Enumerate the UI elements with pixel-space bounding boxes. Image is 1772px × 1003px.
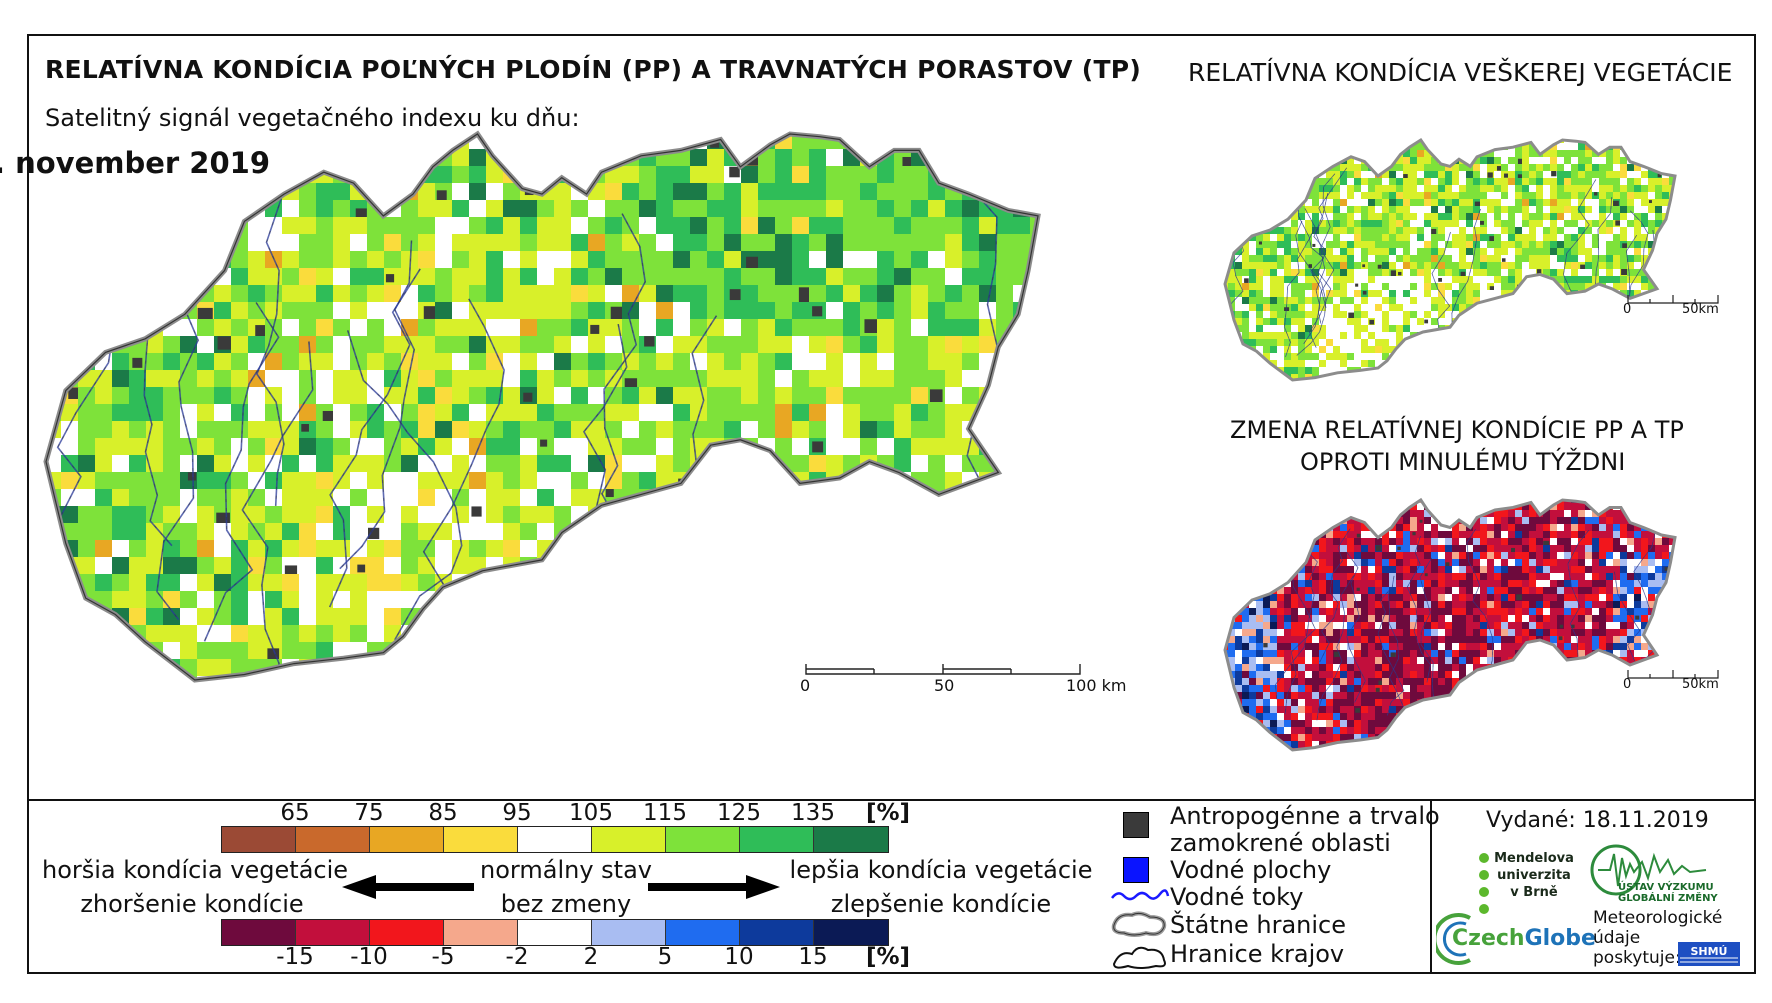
- condition-legend-value: 125: [717, 800, 761, 826]
- region-border-label: Hranice krajov: [1170, 940, 1345, 968]
- change-legend-value: 5: [657, 944, 673, 970]
- legend-separator: [27, 799, 1756, 801]
- anthropogenic-label-2: zamokrené oblasti: [1170, 829, 1391, 857]
- condition-swatch: [222, 827, 296, 852]
- date-label: . november 2019: [0, 146, 271, 180]
- change-swatch: [814, 920, 888, 945]
- bottom-scale-label-0: 0: [1623, 677, 1632, 692]
- anthropogenic-label-1: Antropogénne a trvalo: [1170, 802, 1440, 830]
- map-frame: [27, 34, 1756, 974]
- issued-date: Vydané: 18.11.2019: [1486, 808, 1709, 833]
- change-legend-value: -5: [431, 944, 455, 970]
- condition-legend-value: 135: [791, 800, 835, 826]
- change-swatch: [666, 920, 740, 945]
- shmu-logo-icon: SHMÚ: [1678, 942, 1740, 966]
- change-legend-value: -2: [505, 944, 529, 970]
- change-condition-map: [1223, 498, 1677, 752]
- bottom-scale-label-50: 50km: [1682, 677, 1719, 692]
- condition-unit: [%]: [866, 800, 911, 826]
- top-scale-bar: [1627, 295, 1719, 304]
- condition-legend-value: 95: [502, 800, 532, 826]
- vegetation-title: RELATÍVNA KONDÍCIA VEŠKEREJ VEGETÁCIE: [1188, 58, 1733, 87]
- condition-legend-value: 65: [280, 800, 310, 826]
- change-legend-value: -10: [350, 944, 388, 970]
- state-border-icon: [1111, 911, 1167, 937]
- change-swatch: [518, 920, 592, 945]
- change-legend-value: 15: [798, 944, 828, 970]
- change-legend-value: 10: [724, 944, 754, 970]
- condition-swatch: [666, 827, 740, 852]
- condition-swatch: [592, 827, 666, 852]
- improvement-label: zlepšenie kondície: [830, 890, 1052, 918]
- arrows-icon: [342, 875, 780, 899]
- main-condition-map: [40, 130, 1190, 780]
- region-border-icon: [1112, 946, 1166, 969]
- top-scale-label-0: 0: [1623, 302, 1632, 317]
- main-title: RELATÍVNA KONDÍCIA POĽNÝCH PLODÍN (PP) A…: [45, 55, 1142, 84]
- condition-swatch: [370, 827, 444, 852]
- change-swatch: [444, 920, 518, 945]
- condition-legend-value: 105: [569, 800, 613, 826]
- main-scale-bar: [805, 664, 1081, 675]
- meteo-provider-text: Meteorologické údaje poskytuje:: [1593, 908, 1723, 968]
- river-line-icon: [1111, 889, 1170, 901]
- water-body-label: Vodné plochy: [1170, 856, 1332, 884]
- main-scale-label-100: 100 km: [1066, 676, 1127, 695]
- change-legend-value: -15: [276, 944, 314, 970]
- change-color-scale: [221, 919, 889, 946]
- rivers-label: Vodné toky: [1170, 883, 1304, 911]
- condition-swatch: [518, 827, 592, 852]
- change-swatch: [222, 920, 296, 945]
- normal-state-label: normálny stav: [480, 856, 652, 884]
- bottom-scale-bar: [1627, 670, 1719, 679]
- change-swatch: [370, 920, 444, 945]
- main-scale-label-50: 50: [934, 676, 955, 695]
- no-change-label: bez zmeny: [500, 890, 632, 918]
- change-swatch: [740, 920, 814, 945]
- change-swatch: [592, 920, 666, 945]
- change-title-line1: ZMENA RELATÍVNEJ KONDÍCIE PP A TP: [1230, 416, 1684, 444]
- condition-swatch: [444, 827, 518, 852]
- change-title-line2: OPROTI MINULÉMU TÝŽDNI: [1300, 448, 1626, 476]
- water-body-swatch: [1123, 857, 1149, 883]
- worse-condition-label: horšia kondícia vegetácie: [42, 856, 349, 884]
- condition-legend-value: 115: [643, 800, 687, 826]
- condition-legend-value: 75: [354, 800, 384, 826]
- main-scale-label-0: 0: [800, 676, 811, 695]
- mendel-dots-icon: [1479, 853, 1489, 914]
- state-border-label: Štátne hranice: [1170, 911, 1346, 939]
- vegetation-condition-map: [1223, 138, 1677, 382]
- ustav-logo-text: ÚSTAV VÝZKUMU GLOBÁLNÍ ZMĚNY: [1618, 882, 1718, 904]
- change-legend-value: 2: [583, 944, 599, 970]
- worsening-label: zhoršenie kondície: [80, 890, 304, 918]
- condition-color-scale: [221, 826, 889, 853]
- change-unit: [%]: [866, 944, 911, 970]
- condition-swatch: [814, 827, 888, 852]
- condition-swatch: [740, 827, 814, 852]
- anthropogenic-area-swatch: [1123, 812, 1149, 838]
- ustav-logo-icon: [1590, 844, 1707, 896]
- better-condition-label: lepšia kondícia vegetácie: [789, 856, 1093, 884]
- czechglobe-logo-text: CzechGlobe: [1452, 926, 1596, 951]
- subtitle: Satelitný signál vegetačného indexu ku d…: [45, 104, 580, 132]
- condition-swatch: [296, 827, 370, 852]
- top-scale-label-50: 50km: [1682, 302, 1719, 317]
- mendel-logo-text: Mendelova univerzita v Brně: [1494, 851, 1574, 900]
- change-swatch: [296, 920, 370, 945]
- condition-legend-value: 85: [428, 800, 458, 826]
- czechglobe-swirl-icon: [1436, 913, 1471, 965]
- issued-separator: [1430, 799, 1432, 974]
